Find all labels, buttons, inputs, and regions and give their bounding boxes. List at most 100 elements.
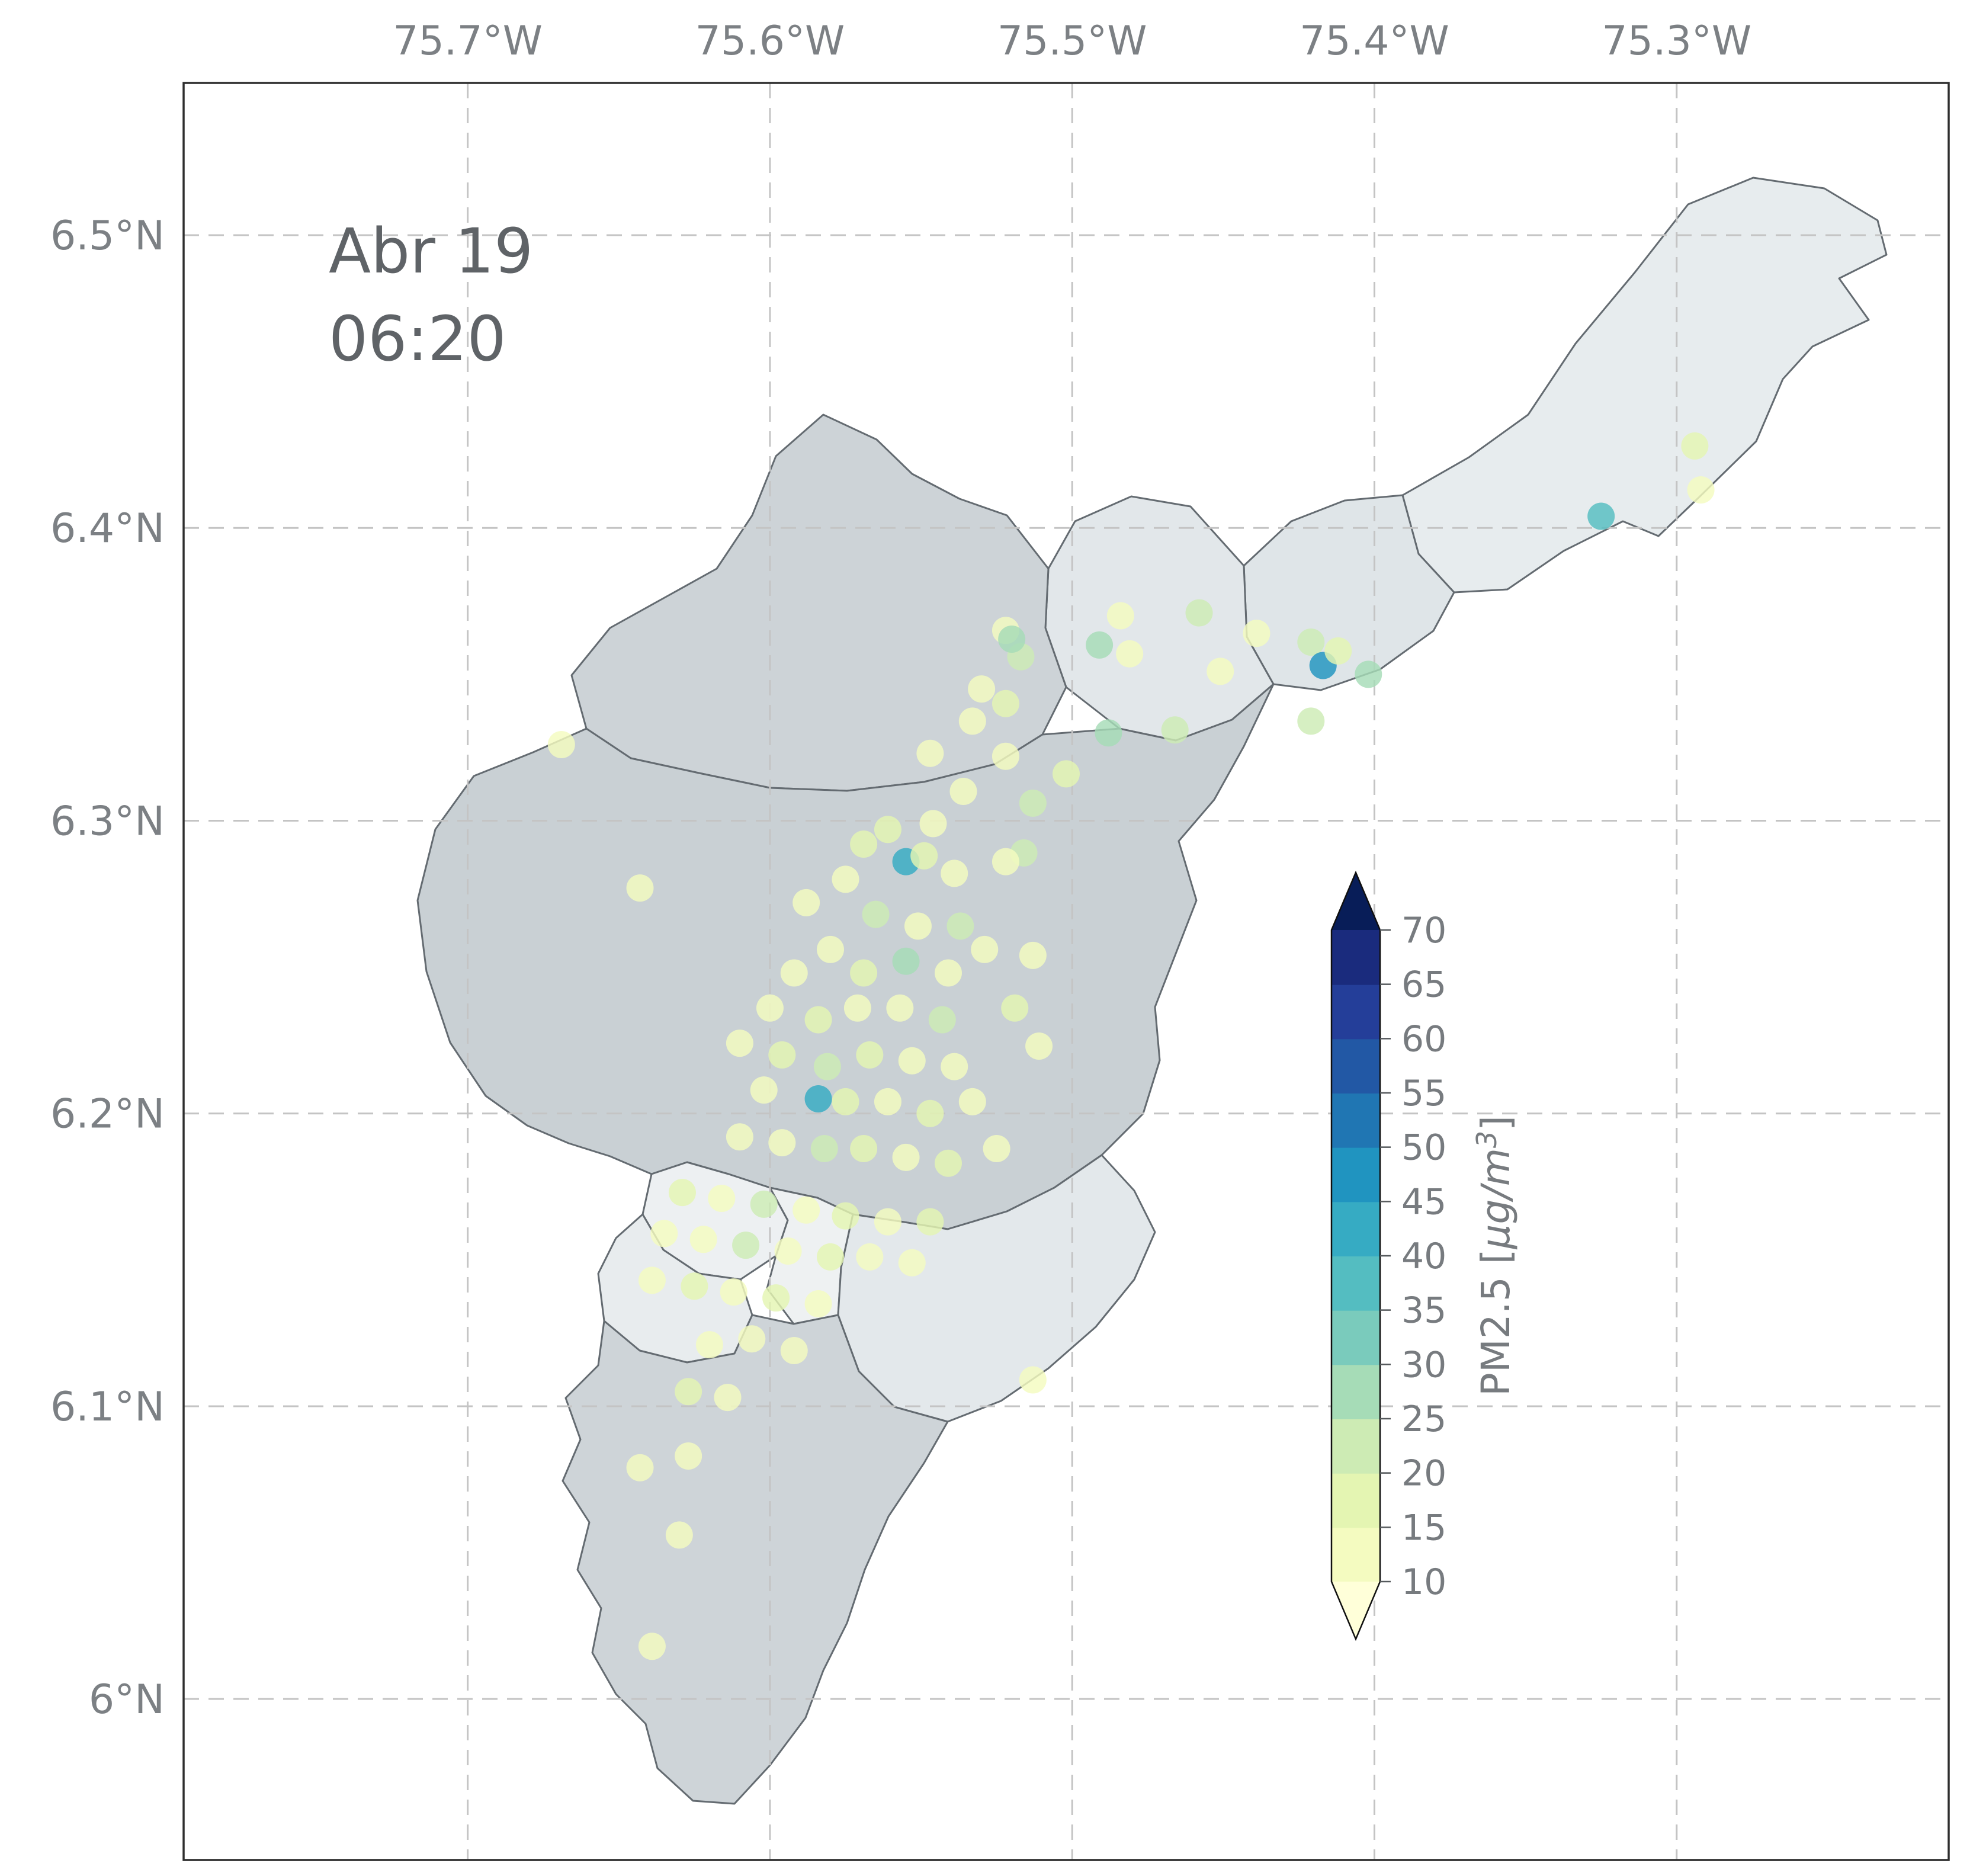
pm25-station-dot <box>774 1237 802 1265</box>
colorbar-tick-label: 50 <box>1401 1127 1446 1169</box>
pm25-station-dot <box>843 994 871 1022</box>
colorbar-tick-label: 45 <box>1401 1181 1446 1223</box>
colorbar-label-unit: μg/m <box>1473 1148 1519 1249</box>
pm25-station-dot <box>1019 941 1047 969</box>
pm25-station-dot <box>992 742 1019 770</box>
colorbar-tick-label: 70 <box>1401 910 1446 951</box>
pm25-station-dot <box>862 900 890 928</box>
pm25-station-dot <box>892 947 920 975</box>
pm25-station-dot <box>934 1149 962 1177</box>
colorbar-segment <box>1331 1038 1380 1093</box>
colorbar-tick-label: 20 <box>1401 1453 1446 1495</box>
pm25-station-dot <box>874 1208 901 1236</box>
pm25-station-dot <box>810 1135 838 1163</box>
pm25-station-dot <box>714 1384 742 1412</box>
colorbar-segment <box>1331 1256 1380 1311</box>
pm25-station-dot <box>898 1249 926 1277</box>
region-copacabana <box>1044 495 1275 742</box>
pm25-station-dot <box>708 1185 736 1213</box>
colorbar-tick-label: 35 <box>1401 1290 1446 1332</box>
pm25-station-dot <box>1207 658 1234 685</box>
pm25-station-dot <box>804 1085 832 1112</box>
pm25-station-dot <box>832 1088 859 1115</box>
pm25-station-dot <box>904 912 932 940</box>
colorbar-segment <box>1331 1527 1380 1582</box>
pm25-station-dot <box>934 959 962 987</box>
pm25-station-dot <box>928 1006 956 1034</box>
colorbar-tick-label: 65 <box>1401 964 1446 1006</box>
pm25-station-dot <box>856 1243 884 1271</box>
pm25-station-dot <box>726 1030 753 1057</box>
colorbar-tick-label: 15 <box>1401 1507 1446 1548</box>
pm25-station-dot <box>675 1442 702 1470</box>
pm25-station-dot <box>813 1053 841 1080</box>
colorbar-segment <box>1331 1364 1380 1419</box>
pm25-station-dot <box>780 959 808 987</box>
pm25-station-dot <box>793 1196 820 1224</box>
pm25-station-dot <box>793 889 820 916</box>
pm25-station-dot <box>886 994 914 1022</box>
pm25-station-dot <box>1086 631 1114 659</box>
pm25-station-dot <box>626 1454 654 1481</box>
pm25-station-dot <box>832 1202 859 1230</box>
colorbar-tick-label: 55 <box>1401 1073 1446 1114</box>
pm25-station-dot <box>720 1278 747 1306</box>
pm25-station-dot <box>626 874 654 902</box>
pm25-station-dot <box>1116 640 1144 668</box>
pm25-station-dot <box>910 842 938 870</box>
pm25-station-dot <box>780 1337 808 1365</box>
pm25-station-dot <box>750 1076 778 1104</box>
pm25-station-dot <box>768 1129 796 1157</box>
pm25-station-dot <box>1297 707 1325 735</box>
pm25-station-dot <box>804 1006 832 1034</box>
colorbar-segment <box>1331 1473 1380 1528</box>
pm25-station-dot <box>726 1123 753 1151</box>
pm25-station-dot <box>1687 476 1715 504</box>
longitude-tick-label: 75.3°W <box>1602 18 1751 65</box>
longitude-tick-label: 75.5°W <box>997 18 1147 65</box>
colorbar-label-suffix: ] <box>1473 1115 1519 1131</box>
latitude-tick-label: 6°N <box>89 1676 165 1723</box>
colorbar-label-exponent: 3 <box>1471 1131 1503 1148</box>
pm25-station-dot <box>916 739 944 767</box>
colorbar-segment <box>1331 1093 1380 1148</box>
municipality-regions <box>416 177 1888 1805</box>
pm25-station-dot <box>874 816 901 844</box>
gridlines <box>184 83 1949 1860</box>
pm25-station-dot <box>638 1633 666 1660</box>
plot-frame <box>182 82 1950 1861</box>
pm25-station-dot <box>756 994 784 1022</box>
pm25-station-dot <box>804 1290 832 1317</box>
pm25-station-dot <box>1019 789 1047 817</box>
pm25-station-dot <box>816 1243 844 1271</box>
pm25-station-dot <box>1587 502 1615 530</box>
pm25-station-dot <box>850 1135 878 1163</box>
colorbar-segment <box>1331 930 1380 985</box>
pm25-station-dot <box>1185 599 1213 627</box>
pm25-station-dot <box>1106 602 1134 630</box>
colorbar-segment <box>1331 1419 1380 1474</box>
region-barbosa <box>1401 177 1888 594</box>
pm25-station-dot <box>1001 994 1029 1022</box>
pm25-station-dot <box>1681 432 1709 460</box>
colorbar-segment <box>1331 984 1380 1040</box>
scatter-points <box>547 432 1715 1660</box>
pm25-station-dot <box>992 848 1019 876</box>
y-axis-tick-labels: 6.5°N 6.4°N 6.3°N 6.2°N 6.1°N 6°N <box>50 213 165 1723</box>
colorbar-segment <box>1331 1147 1380 1202</box>
x-axis-tick-labels: 75.7°W 75.6°W 75.5°W 75.4°W 75.3°W <box>393 18 1751 65</box>
colorbar-tick-label: 10 <box>1401 1561 1446 1603</box>
pm25-station-dot <box>750 1190 778 1218</box>
colorbar-segment <box>1331 1201 1380 1256</box>
pm25-station-dot <box>675 1378 702 1406</box>
pm25-station-dot <box>856 1041 884 1069</box>
pm25-station-dot <box>983 1135 1010 1163</box>
pm25-station-dot <box>1324 637 1352 665</box>
pm25-station-dot <box>992 690 1019 717</box>
region-caldas <box>562 1314 949 1805</box>
longitude-tick-label: 75.7°W <box>393 18 543 65</box>
colorbar-extend-under <box>1331 1582 1380 1639</box>
colorbar-extend-over <box>1331 873 1380 930</box>
pm25-station-dot <box>958 1088 986 1115</box>
